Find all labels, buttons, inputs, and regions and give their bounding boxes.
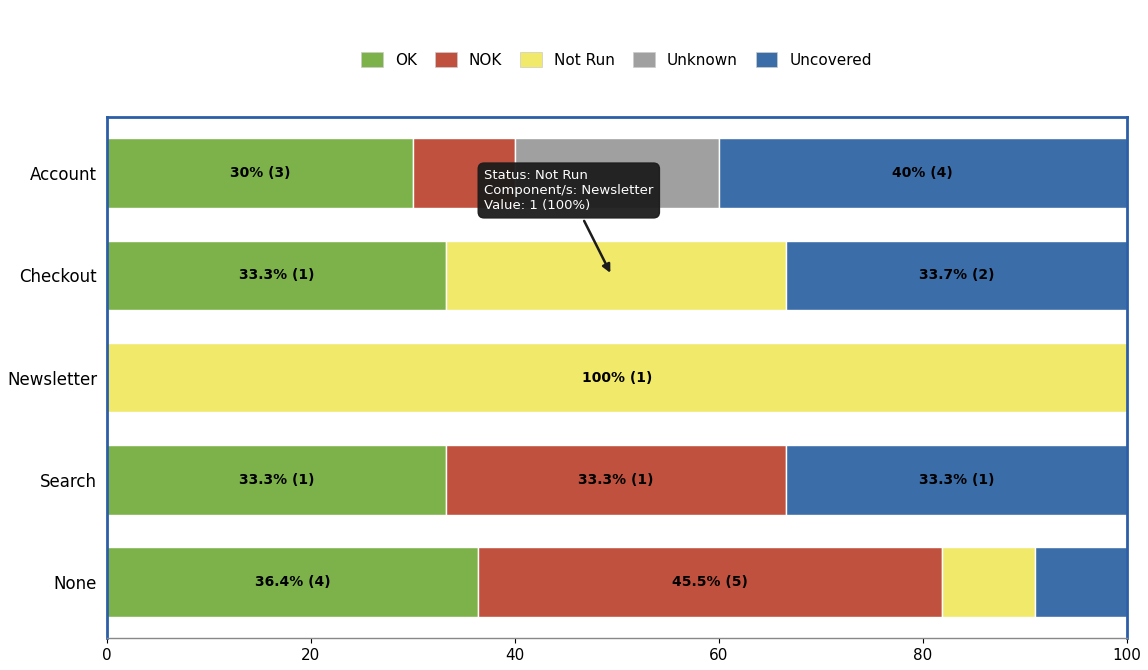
Bar (107, 445, 447, 515)
Text: 33.3% (1): 33.3% (1) (239, 473, 315, 487)
Bar (107, 343, 1126, 412)
Legend: OK, NOK, Not Run, Unknown, Uncovered: OK, NOK, Not Run, Unknown, Uncovered (355, 46, 878, 74)
Bar (1034, 547, 1126, 617)
Bar (107, 547, 478, 617)
Text: 33.3% (1): 33.3% (1) (579, 473, 654, 487)
Text: 33.3% (1): 33.3% (1) (918, 473, 994, 487)
Text: Status: Not Run
Component/s: Newsletter
Value: 1 (100%): Status: Not Run Component/s: Newsletter … (484, 169, 653, 271)
Bar (447, 445, 786, 515)
Text: 45.5% (5): 45.5% (5) (672, 575, 748, 589)
Text: 33.3% (1): 33.3% (1) (239, 269, 315, 282)
Bar (943, 547, 1034, 617)
Bar (447, 241, 786, 310)
Bar (786, 241, 1126, 310)
Text: 30% (3): 30% (3) (230, 166, 290, 180)
Bar (786, 445, 1126, 515)
Bar (107, 139, 413, 208)
Bar (514, 139, 719, 208)
Bar (719, 139, 1126, 208)
Text: 100% (1): 100% (1) (582, 371, 652, 385)
Text: 36.4% (4): 36.4% (4) (255, 575, 331, 589)
Bar (413, 139, 514, 208)
Bar (107, 241, 447, 310)
Text: 40% (4): 40% (4) (892, 166, 953, 180)
Bar (478, 547, 943, 617)
Text: 33.7% (2): 33.7% (2) (918, 269, 994, 282)
